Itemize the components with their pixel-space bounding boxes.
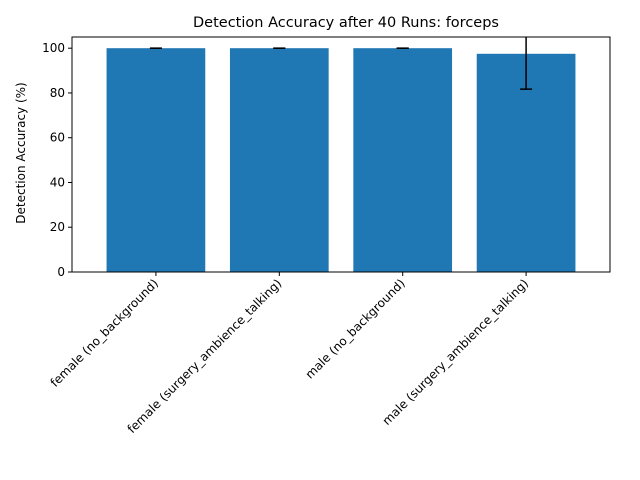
y-tick-label: 100 bbox=[42, 41, 65, 55]
x-tick-label: male (no_background) bbox=[303, 276, 408, 381]
x-tick-label: female (no_background) bbox=[48, 276, 161, 389]
y-axis-label: Detection Accuracy (%) bbox=[14, 82, 28, 223]
chart-title: Detection Accuracy after 40 Runs: forcep… bbox=[193, 15, 499, 31]
errorbars-layer bbox=[149, 37, 533, 90]
x-axis-ticks: female (no_background)female (surgery_am… bbox=[48, 272, 532, 436]
y-axis-ticks: 0 20 40 60 80 100 bbox=[42, 41, 72, 279]
y-tick-label: 80 bbox=[50, 86, 65, 100]
x-tick-label: male (surgery_ambience_talking) bbox=[380, 276, 532, 428]
bar bbox=[353, 48, 453, 272]
y-tick-label: 0 bbox=[57, 265, 65, 279]
x-tick-label: female (surgery_ambience_talking) bbox=[125, 276, 285, 436]
bar bbox=[476, 53, 576, 273]
bars-layer bbox=[106, 48, 576, 273]
bar bbox=[106, 48, 206, 272]
plot-frame bbox=[71, 36, 611, 273]
y-tick-label: 60 bbox=[50, 131, 65, 145]
bar bbox=[229, 48, 329, 272]
y-tick-label: 40 bbox=[50, 175, 65, 189]
y-tick-label: 20 bbox=[50, 220, 65, 234]
